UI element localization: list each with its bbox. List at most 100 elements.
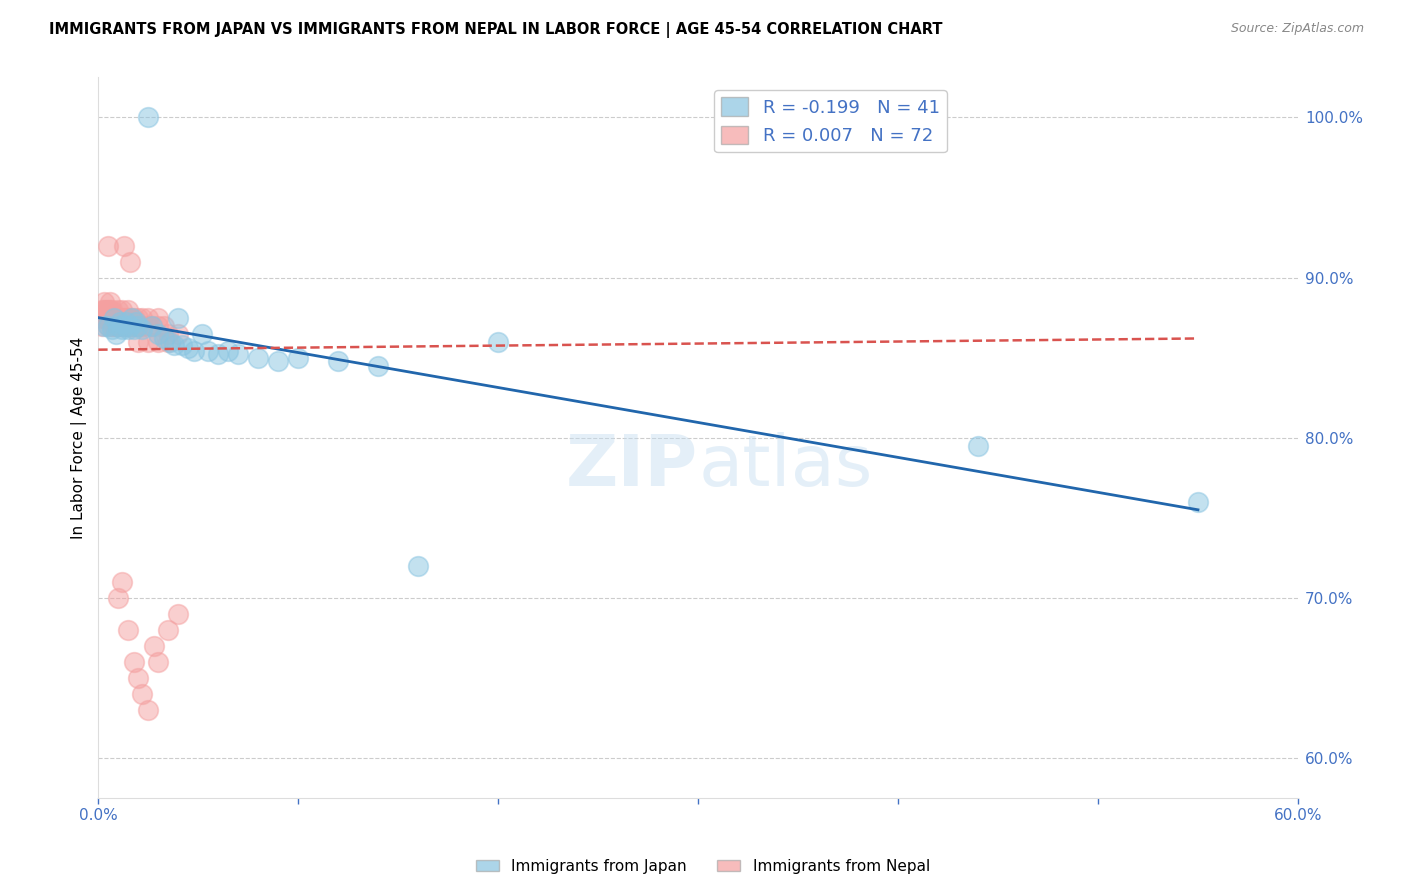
Text: Source: ZipAtlas.com: Source: ZipAtlas.com — [1230, 22, 1364, 36]
Point — [115, 315, 138, 329]
Point — [91, 302, 114, 317]
Point — [101, 322, 124, 336]
Point — [148, 334, 170, 349]
Point — [159, 334, 181, 349]
Point — [406, 558, 429, 573]
Point — [103, 310, 125, 325]
Point — [110, 315, 132, 329]
Point — [127, 310, 149, 325]
Point — [112, 310, 135, 325]
Point — [112, 238, 135, 252]
Point — [157, 334, 180, 349]
Point — [112, 318, 135, 333]
Point — [127, 671, 149, 685]
Point — [111, 574, 134, 589]
Point — [111, 318, 134, 333]
Point — [120, 318, 142, 333]
Point — [138, 334, 160, 349]
Point — [486, 334, 509, 349]
Point — [91, 318, 114, 333]
Point — [247, 351, 270, 365]
Point — [217, 344, 239, 359]
Point — [127, 318, 149, 333]
Point — [138, 310, 160, 325]
Point — [107, 318, 129, 333]
Point — [148, 318, 170, 333]
Point — [143, 639, 166, 653]
Point — [98, 294, 121, 309]
Point — [328, 354, 350, 368]
Point — [105, 318, 128, 333]
Point — [127, 318, 149, 333]
Point — [153, 331, 176, 345]
Point — [107, 310, 129, 325]
Point — [111, 302, 134, 317]
Y-axis label: In Labor Force | Age 45-54: In Labor Force | Age 45-54 — [72, 336, 87, 539]
Point — [117, 310, 139, 325]
Point — [153, 318, 176, 333]
Point — [131, 322, 153, 336]
Legend: R = -0.199   N = 41, R = 0.007   N = 72: R = -0.199 N = 41, R = 0.007 N = 72 — [714, 90, 948, 153]
Legend: Immigrants from Japan, Immigrants from Nepal: Immigrants from Japan, Immigrants from N… — [470, 853, 936, 880]
Point — [96, 310, 118, 325]
Point — [138, 703, 160, 717]
Point — [93, 318, 115, 333]
Point — [101, 310, 124, 325]
Point — [183, 344, 205, 359]
Point — [101, 318, 124, 333]
Point — [124, 318, 146, 333]
Point — [167, 607, 190, 621]
Point — [207, 347, 229, 361]
Point — [172, 338, 194, 352]
Point — [138, 111, 160, 125]
Point — [103, 318, 125, 333]
Point — [148, 310, 170, 325]
Point — [131, 310, 153, 325]
Text: ZIP: ZIP — [565, 432, 699, 501]
Point — [97, 310, 120, 325]
Point — [111, 322, 134, 336]
Point — [97, 302, 120, 317]
Point — [125, 315, 148, 329]
Point — [117, 322, 139, 336]
Point — [117, 302, 139, 317]
Point — [110, 310, 132, 325]
Point — [141, 318, 163, 333]
Point — [112, 318, 135, 333]
Text: IMMIGRANTS FROM JAPAN VS IMMIGRANTS FROM NEPAL IN LABOR FORCE | AGE 45-54 CORREL: IMMIGRANTS FROM JAPAN VS IMMIGRANTS FROM… — [49, 22, 942, 38]
Point — [121, 318, 143, 333]
Point — [96, 302, 118, 317]
Point — [131, 687, 153, 701]
Point — [191, 326, 214, 341]
Text: atlas: atlas — [699, 432, 873, 501]
Point — [287, 351, 309, 365]
Point — [120, 318, 142, 333]
Point — [127, 334, 149, 349]
Point — [967, 439, 990, 453]
Point — [97, 318, 120, 333]
Point — [117, 318, 139, 333]
Point — [120, 254, 142, 268]
Point — [107, 302, 129, 317]
Point — [97, 238, 120, 252]
Point — [197, 344, 219, 359]
Point — [105, 326, 128, 341]
Point — [93, 310, 115, 325]
Point — [157, 326, 180, 341]
Point — [93, 294, 115, 309]
Point — [107, 318, 129, 333]
Point — [121, 310, 143, 325]
Point — [163, 338, 186, 352]
Point — [101, 302, 124, 317]
Point — [125, 318, 148, 333]
Point — [115, 310, 138, 325]
Point — [226, 347, 249, 361]
Point — [148, 326, 170, 341]
Point — [97, 318, 120, 333]
Point — [103, 310, 125, 325]
Point — [98, 302, 121, 317]
Point — [117, 623, 139, 637]
Point — [1187, 495, 1209, 509]
Point — [124, 322, 146, 336]
Point — [105, 310, 128, 325]
